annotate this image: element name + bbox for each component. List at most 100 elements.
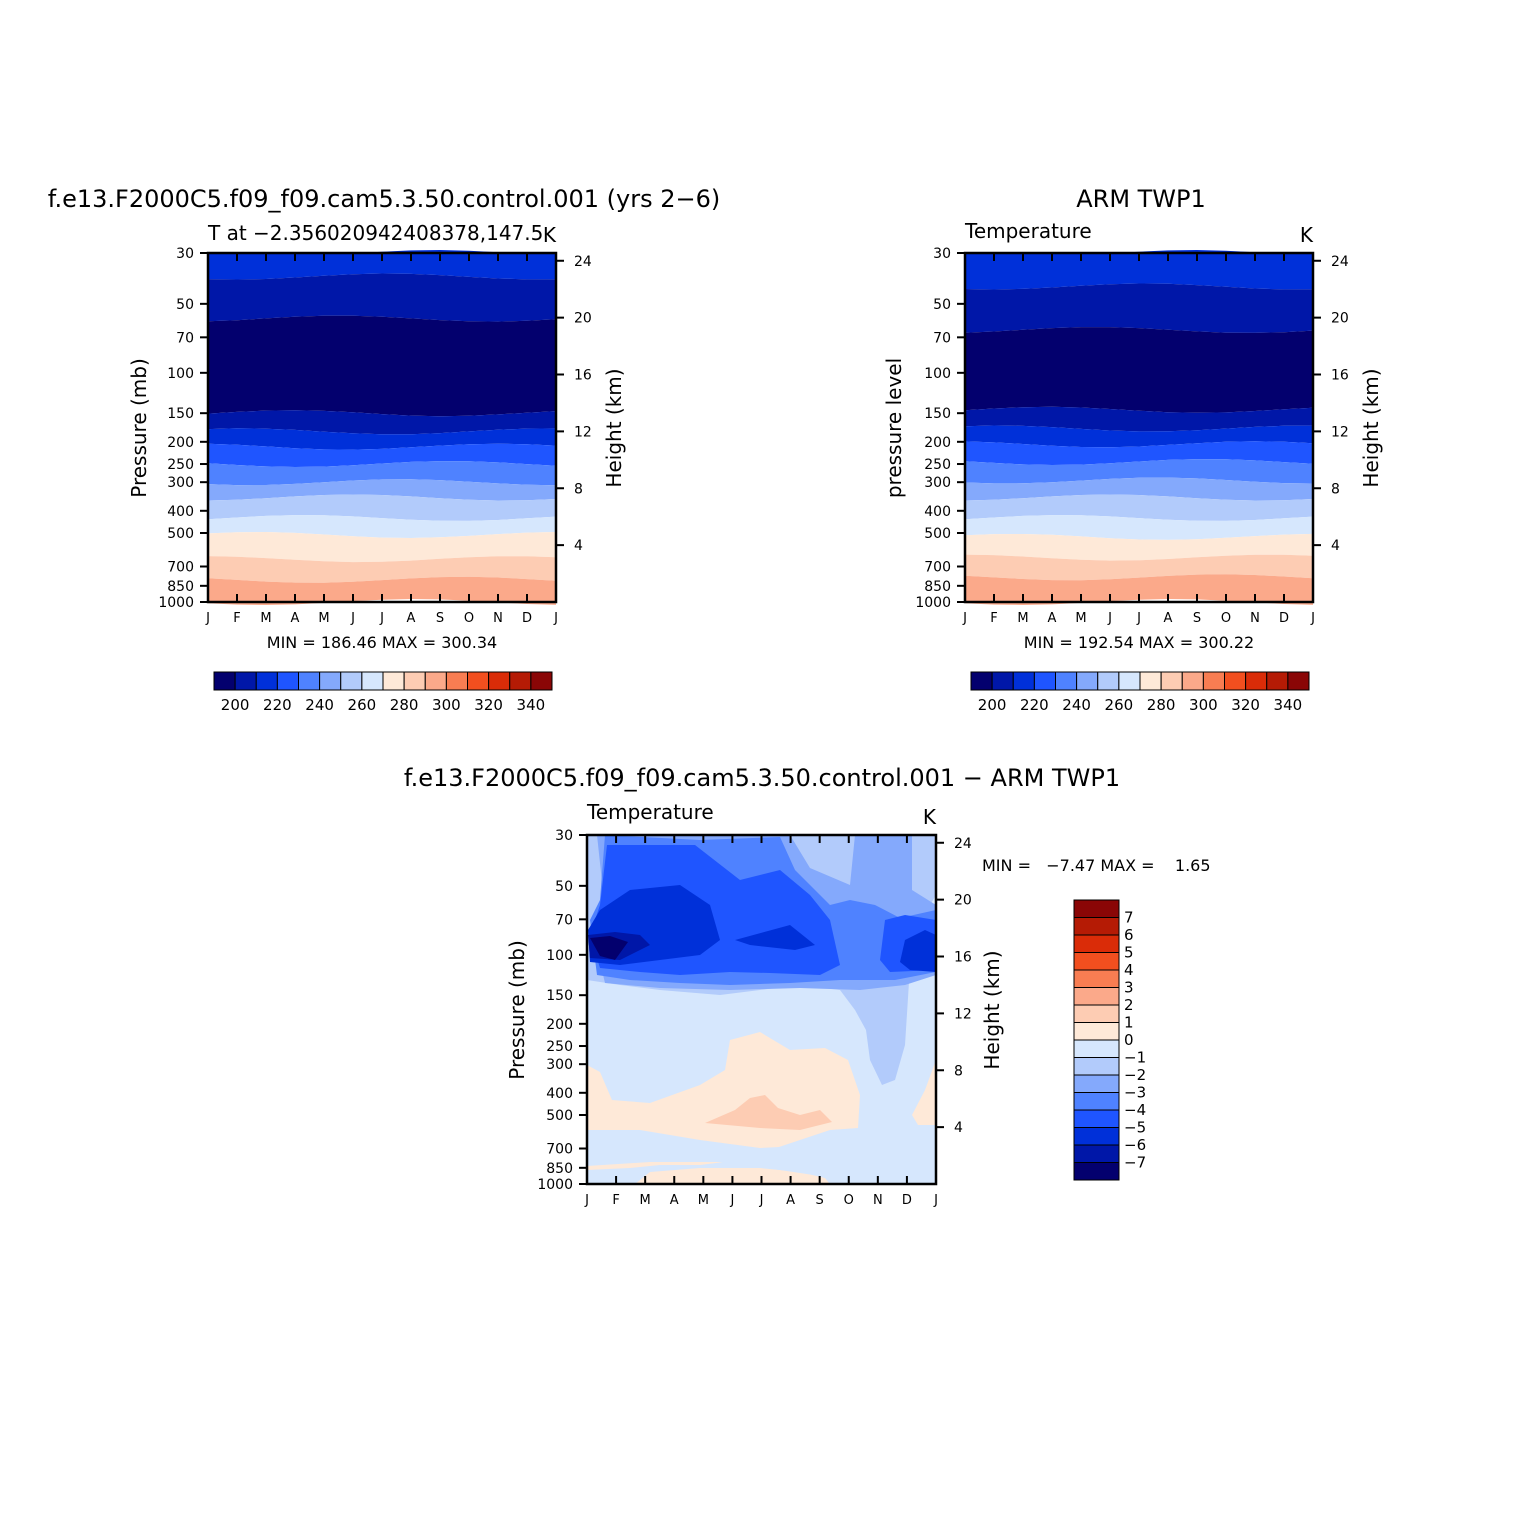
colorbar-swatch bbox=[1073, 987, 1120, 1006]
y-tick-label: 70 bbox=[933, 330, 951, 346]
x-tick-label: M bbox=[260, 611, 271, 626]
x-tick-label: A bbox=[1048, 611, 1057, 626]
colorbar-swatch bbox=[1076, 671, 1099, 691]
diff-region-plus1-right bbox=[912, 1060, 936, 1125]
y-tick-label: 200 bbox=[924, 435, 951, 451]
contour-band bbox=[208, 479, 556, 501]
contour-band bbox=[208, 494, 556, 521]
panel-diff-y2label: Height (km) bbox=[980, 950, 1004, 1069]
colorbar-label: 300 bbox=[1189, 696, 1218, 714]
x-tick-label: A bbox=[1164, 611, 1173, 626]
panel-model-ylabel: Pressure (mb) bbox=[127, 358, 151, 498]
diff-region-minus1-lower-band bbox=[587, 1130, 936, 1184]
colorbar-label: 240 bbox=[305, 696, 334, 714]
colorbar-swatch bbox=[403, 671, 426, 691]
y2-tick-label: 12 bbox=[954, 1006, 972, 1022]
panel-obs-y2label: Height (km) bbox=[1359, 368, 1383, 487]
y-tick-label: 100 bbox=[167, 366, 194, 382]
x-tick-label: J bbox=[1107, 611, 1112, 626]
x-tick-label: A bbox=[786, 1193, 795, 1208]
colorbar-swatch bbox=[1287, 671, 1310, 691]
colorbar-swatch bbox=[1073, 1057, 1120, 1076]
colorbar-swatch bbox=[1073, 899, 1120, 918]
x-tick-label: N bbox=[493, 611, 503, 626]
y2-tick-label: 8 bbox=[1331, 481, 1340, 497]
x-tick-label: N bbox=[1250, 611, 1260, 626]
panel-obs-colorbar: 200 220 240 260 280 300 320 340 bbox=[970, 671, 1310, 714]
panel-diff-stats: MIN = −7.47 MAX = 1.65 bbox=[982, 856, 1211, 875]
colorbar-swatch bbox=[970, 671, 993, 691]
y2-tick-label: 16 bbox=[1331, 368, 1349, 384]
y-tick-label: 100 bbox=[924, 366, 951, 382]
y-tick-label: 200 bbox=[167, 435, 194, 451]
colorbar-swatch bbox=[445, 671, 468, 691]
y-tick-label: 250 bbox=[546, 1039, 573, 1055]
colorbar-label: 280 bbox=[1147, 696, 1176, 714]
contour-band bbox=[208, 410, 556, 435]
panel-model-y2label: Height (km) bbox=[602, 368, 626, 487]
colorbar-swatch bbox=[1073, 1127, 1120, 1146]
colorbar-label: 200 bbox=[221, 696, 250, 714]
colorbar-label: −1 bbox=[1124, 1049, 1146, 1067]
colorbar-label: 7 bbox=[1124, 909, 1134, 927]
contour-band bbox=[208, 556, 556, 583]
x-tick-label: A bbox=[670, 1193, 679, 1208]
y-tick-label: 400 bbox=[924, 504, 951, 520]
x-tick-label: N bbox=[873, 1193, 883, 1208]
diff-region-minus6-right bbox=[900, 930, 936, 972]
panel-diff-subtitle-right: K bbox=[923, 805, 937, 829]
y-tick-label: 50 bbox=[933, 297, 951, 313]
y-tick-label: 150 bbox=[924, 406, 951, 422]
contour-band bbox=[208, 515, 556, 538]
colorbar-swatch bbox=[424, 671, 447, 691]
colorbar-swatch bbox=[1073, 1004, 1120, 1023]
panel-model-stats: MIN = 186.46 MAX = 300.34 bbox=[267, 633, 497, 652]
colorbar-swatch bbox=[1073, 917, 1120, 936]
panel-model-subtitle-left: T at −2.356020942408378,147.5 bbox=[207, 221, 543, 245]
colorbar-label: 260 bbox=[348, 696, 377, 714]
colorbar-label: 280 bbox=[390, 696, 419, 714]
y-tick-label: 30 bbox=[933, 246, 951, 262]
x-tick-label: A bbox=[291, 611, 300, 626]
colorbar-swatch bbox=[234, 671, 257, 691]
x-tick-label: D bbox=[1279, 611, 1289, 626]
y2-tick-label: 20 bbox=[1331, 311, 1349, 327]
panel-diff: f.e13.F2000C5.f09_f09.cam5.3.50.control.… bbox=[404, 764, 1211, 1208]
colorbar-swatch bbox=[1097, 671, 1120, 691]
contour-band bbox=[965, 494, 1313, 521]
y-tick-label: 1000 bbox=[915, 595, 951, 611]
colorbar-label: 4 bbox=[1124, 961, 1134, 979]
y2-tick-label: 16 bbox=[574, 368, 592, 384]
contour-band bbox=[965, 327, 1313, 413]
x-tick-label: M bbox=[640, 1193, 651, 1208]
x-tick-label: F bbox=[612, 1193, 619, 1208]
y2-tick-label: 12 bbox=[1331, 424, 1349, 440]
colorbar-label: 1 bbox=[1124, 1014, 1134, 1032]
y-tick-label: 500 bbox=[167, 526, 194, 542]
y-tick-label: 700 bbox=[167, 560, 194, 576]
contour-band bbox=[208, 315, 556, 417]
contour-band bbox=[965, 406, 1313, 432]
y-tick-label: 1000 bbox=[537, 1177, 573, 1193]
colorbar-swatch bbox=[1073, 969, 1120, 988]
colorbar-swatch bbox=[1073, 1144, 1120, 1163]
x-tick-label: S bbox=[1193, 611, 1201, 626]
colorbar-label: 0 bbox=[1124, 1031, 1134, 1049]
colorbar-swatch bbox=[382, 671, 405, 691]
panel-model-contour-fill bbox=[208, 250, 556, 605]
colorbar-swatch bbox=[1073, 1162, 1120, 1181]
y-tick-label: 200 bbox=[546, 1017, 573, 1033]
colorbar-swatch bbox=[1073, 1092, 1120, 1111]
contour-band bbox=[965, 459, 1313, 484]
contour-band bbox=[965, 477, 1313, 501]
x-tick-label: O bbox=[844, 1193, 854, 1208]
colorbar-swatch bbox=[467, 671, 490, 691]
colorbar-swatch bbox=[1181, 671, 1204, 691]
y2-tick-label: 24 bbox=[1331, 254, 1349, 270]
x-tick-label: F bbox=[233, 611, 240, 626]
colorbar-swatch bbox=[509, 671, 532, 691]
colorbar-swatch bbox=[1012, 671, 1035, 691]
y-tick-label: 30 bbox=[555, 828, 573, 844]
